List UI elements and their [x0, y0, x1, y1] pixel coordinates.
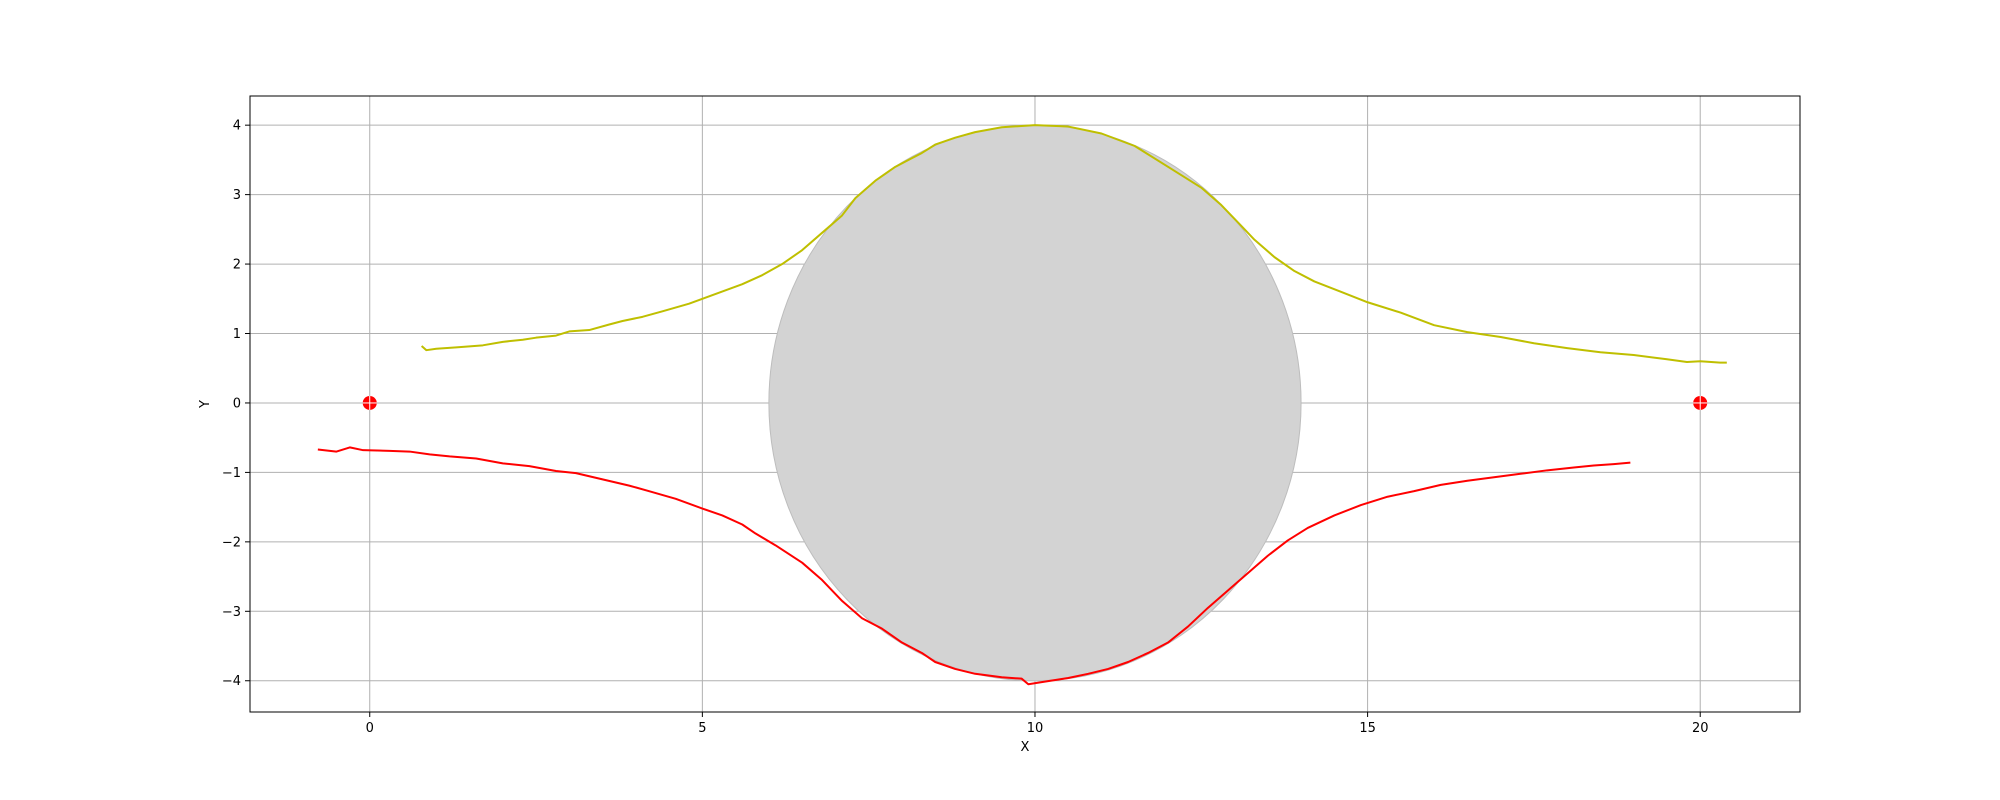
y-tick-label: −3: [222, 605, 241, 620]
x-tick-label: 20: [1692, 721, 1709, 736]
ticks: 0 5 10 15 20 −4 −3 −2 −1 0 1 2 3 4: [222, 119, 1709, 736]
plot-frame: [249, 95, 1801, 713]
plot-marks: [317, 124, 1727, 686]
y-tick-label: −2: [222, 535, 241, 550]
y-axis-label: Y: [198, 400, 213, 409]
path-line-upper: [420, 124, 1727, 364]
x-tick-label: 10: [1027, 721, 1044, 736]
x-tick-label: 0: [366, 721, 374, 736]
x-tick-label: 5: [698, 721, 706, 736]
path-line-lower: [317, 446, 1631, 686]
y-tick-label: −4: [222, 674, 241, 689]
endpoint-marker: [1693, 395, 1708, 410]
x-axis-label: X: [1021, 740, 1030, 755]
y-tick-label: 4: [233, 119, 241, 134]
x-tick-label: 15: [1359, 721, 1376, 736]
y-tick-label: 3: [233, 188, 241, 203]
y-tick-label: −1: [222, 466, 241, 481]
y-tick-label: 2: [233, 258, 241, 273]
y-tick-label: 1: [233, 327, 241, 342]
endpoint-marker: [362, 395, 377, 410]
y-tick-label: 0: [233, 396, 241, 411]
